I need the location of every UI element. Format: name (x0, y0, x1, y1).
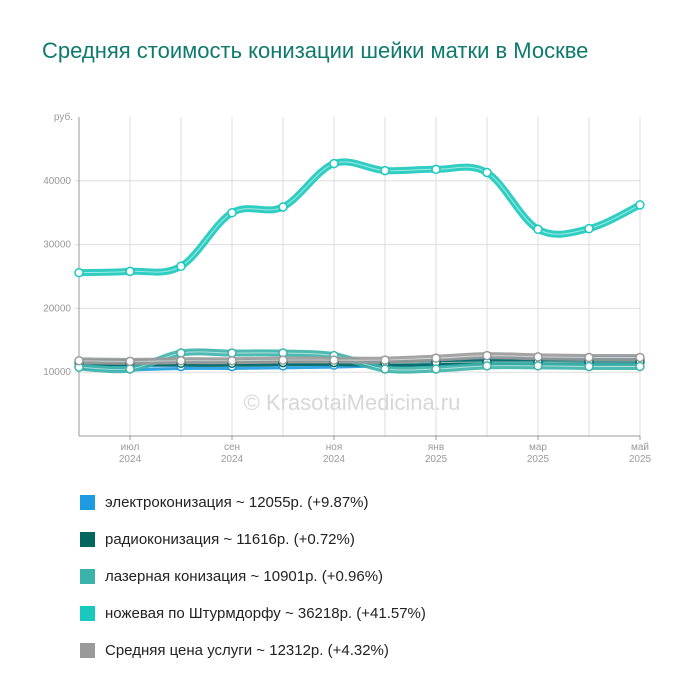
data-point[interactable] (380, 165, 390, 176)
series-line (75, 158, 644, 277)
data-point[interactable] (482, 350, 492, 361)
data-point[interactable] (533, 361, 543, 371)
series-line-highlight (78, 161, 641, 274)
legend-label: электроконизация ~ 12055р. (+9.87%) (105, 494, 369, 511)
legend-swatch (80, 532, 95, 547)
legend-swatch (80, 495, 95, 510)
data-point[interactable] (227, 207, 237, 218)
x-tick-month-label: мар (529, 442, 547, 453)
data-point[interactable] (125, 364, 135, 374)
y-tick-label: 30000 (43, 240, 71, 251)
line-chart: © KrasotaiMedicina.ru 10000 20000 30000 400… (43, 111, 652, 465)
y-tick-label: 20000 (43, 303, 71, 314)
legend: электроконизация ~ 12055р. (+9.87%) радио… (80, 484, 640, 669)
data-point[interactable] (278, 355, 288, 365)
data-point[interactable] (584, 352, 594, 363)
legend-swatch (80, 643, 95, 658)
data-point[interactable] (431, 364, 441, 374)
data-point[interactable] (635, 352, 645, 363)
data-point[interactable] (227, 355, 237, 366)
data-point[interactable] (482, 167, 492, 178)
data-point[interactable] (278, 202, 288, 212)
data-point[interactable] (329, 355, 339, 365)
x-tick-month-label: сен (224, 442, 240, 453)
data-point[interactable] (533, 352, 543, 362)
data-point[interactable] (176, 348, 186, 358)
data-point[interactable] (482, 361, 492, 371)
data-point[interactable] (176, 355, 186, 366)
legend-swatch (80, 606, 95, 621)
x-tick-year-label: 2025 (629, 454, 652, 465)
legend-item[interactable]: ножевая по Штурмдорфу ~ 36218р. (+41.57%… (80, 595, 640, 632)
data-point[interactable] (74, 267, 84, 278)
legend-item[interactable]: электроконизация ~ 12055р. (+9.87%) (80, 484, 640, 521)
data-point[interactable] (227, 348, 237, 358)
x-tick-year-label: 2025 (527, 454, 550, 465)
legend-item[interactable]: лазерная конизация ~ 10901р. (+0.96%) (80, 558, 640, 595)
data-point[interactable] (74, 355, 84, 366)
watermark: © KrasotaiMedicina.ru (244, 390, 461, 415)
data-point[interactable] (431, 164, 441, 175)
x-tick-year-label: 2024 (221, 454, 244, 465)
data-point[interactable] (125, 356, 135, 367)
data-point[interactable] (635, 200, 645, 210)
legend-label: Средняя цена услуги ~ 12312р. (+4.32%) (105, 642, 389, 659)
data-point[interactable] (176, 261, 186, 272)
data-point[interactable] (380, 355, 390, 365)
data-point[interactable] (584, 223, 594, 234)
legend-label: лазерная конизация ~ 10901р. (+0.96%) (105, 568, 384, 585)
y-tick-label: 40000 (43, 176, 71, 187)
data-point[interactable] (635, 361, 645, 372)
legend-item[interactable]: радиоконизация ~ 11616р. (+0.72%) (80, 521, 640, 558)
legend-swatch (80, 569, 95, 584)
data-point[interactable] (329, 158, 339, 169)
x-tick-month-label: июл (121, 442, 140, 453)
data-point[interactable] (431, 353, 441, 363)
x-tick-year-label: 2024 (323, 454, 346, 465)
y-tick-label: 10000 (43, 367, 71, 378)
legend-label: радиоконизация ~ 11616р. (+0.72%) (105, 531, 355, 548)
data-point[interactable] (380, 364, 390, 374)
y-axis-unit-label: руб. (54, 111, 73, 123)
x-tick-month-label: май (631, 442, 649, 453)
data-point[interactable] (584, 361, 594, 372)
x-tick-month-label: ноя (326, 442, 343, 453)
chart-title: Средняя стоимость конизации шейки матки … (42, 38, 589, 63)
data-point[interactable] (125, 266, 135, 277)
data-point[interactable] (533, 224, 543, 235)
x-tick-month-label: янв (428, 442, 444, 453)
x-tick-year-label: 2025 (425, 454, 448, 465)
x-tick-year-label: 2024 (119, 454, 142, 465)
legend-label: ножевая по Штурмдорфу ~ 36218р. (+41.57%… (105, 605, 426, 622)
legend-item[interactable]: Средняя цена услуги ~ 12312р. (+4.32%) (80, 632, 640, 669)
